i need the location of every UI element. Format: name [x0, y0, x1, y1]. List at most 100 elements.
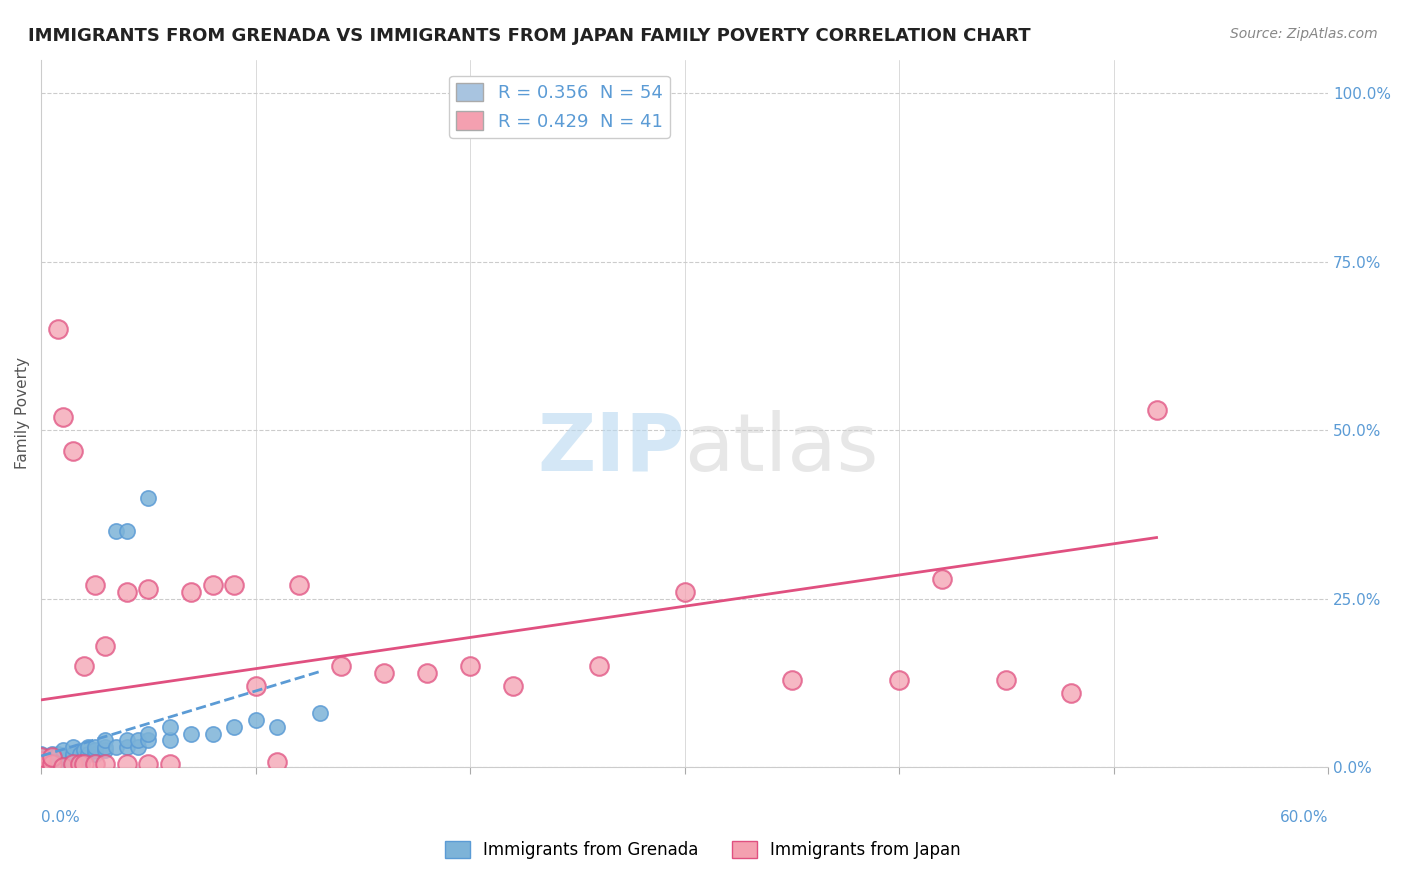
Immigrants from Japan: [30, 754, 52, 768]
Immigrants from Japan: [458, 659, 481, 673]
Immigrants from Grenada: [30, 747, 52, 761]
Immigrants from Grenada: [30, 760, 52, 774]
Immigrants from Grenada: [105, 740, 128, 755]
Immigrants from Grenada: [83, 740, 105, 755]
Immigrants from Japan: [115, 756, 138, 771]
Immigrants from Grenada: [73, 743, 96, 757]
Immigrants from Japan: [588, 659, 610, 673]
Immigrants from Japan: [287, 578, 309, 592]
Immigrants from Japan: [416, 665, 439, 680]
Immigrants from Grenada: [62, 750, 84, 764]
Immigrants from Grenada: [41, 756, 63, 771]
Immigrants from Japan: [931, 572, 953, 586]
Immigrants from Grenada: [266, 720, 288, 734]
Legend: R = 0.356  N = 54, R = 0.429  N = 41: R = 0.356 N = 54, R = 0.429 N = 41: [449, 76, 671, 138]
Immigrants from Japan: [159, 756, 181, 771]
Immigrants from Japan: [224, 578, 246, 592]
Immigrants from Japan: [780, 673, 803, 687]
Immigrants from Grenada: [41, 754, 63, 768]
Immigrants from Grenada: [180, 726, 202, 740]
Legend: Immigrants from Grenada, Immigrants from Japan: Immigrants from Grenada, Immigrants from…: [439, 834, 967, 866]
Immigrants from Japan: [83, 578, 105, 592]
Text: ZIP: ZIP: [537, 409, 685, 488]
Immigrants from Japan: [115, 585, 138, 599]
Immigrants from Japan: [30, 756, 52, 771]
Immigrants from Grenada: [51, 756, 73, 771]
Immigrants from Grenada: [105, 524, 128, 539]
Immigrants from Japan: [502, 679, 524, 693]
Immigrants from Grenada: [127, 733, 149, 747]
Immigrants from Japan: [94, 639, 117, 653]
Immigrants from Japan: [51, 409, 73, 424]
Immigrants from Japan: [30, 750, 52, 764]
Immigrants from Japan: [995, 673, 1018, 687]
Immigrants from Japan: [180, 585, 202, 599]
Immigrants from Japan: [330, 659, 353, 673]
Immigrants from Grenada: [309, 706, 332, 721]
Immigrants from Grenada: [69, 754, 91, 768]
Immigrants from Japan: [41, 750, 63, 764]
Immigrants from Japan: [69, 756, 91, 771]
Immigrants from Grenada: [83, 747, 105, 761]
Immigrants from Japan: [245, 679, 267, 693]
Immigrants from Japan: [201, 578, 224, 592]
Immigrants from Grenada: [115, 524, 138, 539]
Immigrants from Grenada: [69, 747, 91, 761]
Immigrants from Grenada: [159, 720, 181, 734]
Immigrants from Japan: [673, 585, 696, 599]
Immigrants from Grenada: [41, 747, 63, 761]
Immigrants from Grenada: [77, 747, 100, 761]
Text: IMMIGRANTS FROM GRENADA VS IMMIGRANTS FROM JAPAN FAMILY POVERTY CORRELATION CHAR: IMMIGRANTS FROM GRENADA VS IMMIGRANTS FR…: [28, 27, 1031, 45]
Immigrants from Grenada: [201, 726, 224, 740]
Immigrants from Grenada: [159, 733, 181, 747]
Immigrants from Grenada: [94, 740, 117, 755]
Immigrants from Japan: [51, 760, 73, 774]
Immigrants from Japan: [266, 755, 288, 769]
Text: 60.0%: 60.0%: [1279, 810, 1329, 825]
Immigrants from Japan: [83, 756, 105, 771]
Immigrants from Grenada: [30, 750, 52, 764]
Immigrants from Grenada: [30, 754, 52, 768]
Immigrants from Grenada: [138, 726, 160, 740]
Immigrants from Grenada: [41, 760, 63, 774]
Immigrants from Japan: [373, 665, 395, 680]
Immigrants from Japan: [62, 756, 84, 771]
Immigrants from Grenada: [224, 720, 246, 734]
Immigrants from Grenada: [51, 754, 73, 768]
Immigrants from Grenada: [245, 713, 267, 727]
Y-axis label: Family Poverty: Family Poverty: [15, 358, 30, 469]
Immigrants from Grenada: [46, 756, 69, 771]
Immigrants from Grenada: [62, 754, 84, 768]
Immigrants from Grenada: [30, 752, 52, 766]
Immigrants from Grenada: [115, 740, 138, 755]
Immigrants from Grenada: [62, 740, 84, 755]
Immigrants from Grenada: [77, 740, 100, 755]
Immigrants from Grenada: [51, 743, 73, 757]
Immigrants from Japan: [138, 582, 160, 596]
Immigrants from Grenada: [46, 747, 69, 761]
Text: 0.0%: 0.0%: [41, 810, 80, 825]
Immigrants from Grenada: [138, 733, 160, 747]
Immigrants from Grenada: [83, 743, 105, 757]
Immigrants from Japan: [1146, 403, 1168, 417]
Immigrants from Japan: [138, 756, 160, 771]
Immigrants from Grenada: [62, 756, 84, 771]
Immigrants from Grenada: [30, 756, 52, 771]
Immigrants from Grenada: [73, 750, 96, 764]
Immigrants from Grenada: [51, 750, 73, 764]
Immigrants from Japan: [73, 756, 96, 771]
Immigrants from Japan: [62, 443, 84, 458]
Immigrants from Japan: [94, 756, 117, 771]
Text: Source: ZipAtlas.com: Source: ZipAtlas.com: [1230, 27, 1378, 41]
Immigrants from Grenada: [138, 491, 160, 505]
Immigrants from Japan: [73, 659, 96, 673]
Immigrants from Japan: [1060, 686, 1083, 700]
Immigrants from Japan: [887, 673, 910, 687]
Immigrants from Grenada: [127, 740, 149, 755]
Immigrants from Grenada: [94, 733, 117, 747]
Immigrants from Grenada: [62, 747, 84, 761]
Text: atlas: atlas: [685, 409, 879, 488]
Immigrants from Japan: [41, 756, 63, 771]
Immigrants from Grenada: [30, 755, 52, 769]
Immigrants from Grenada: [94, 743, 117, 757]
